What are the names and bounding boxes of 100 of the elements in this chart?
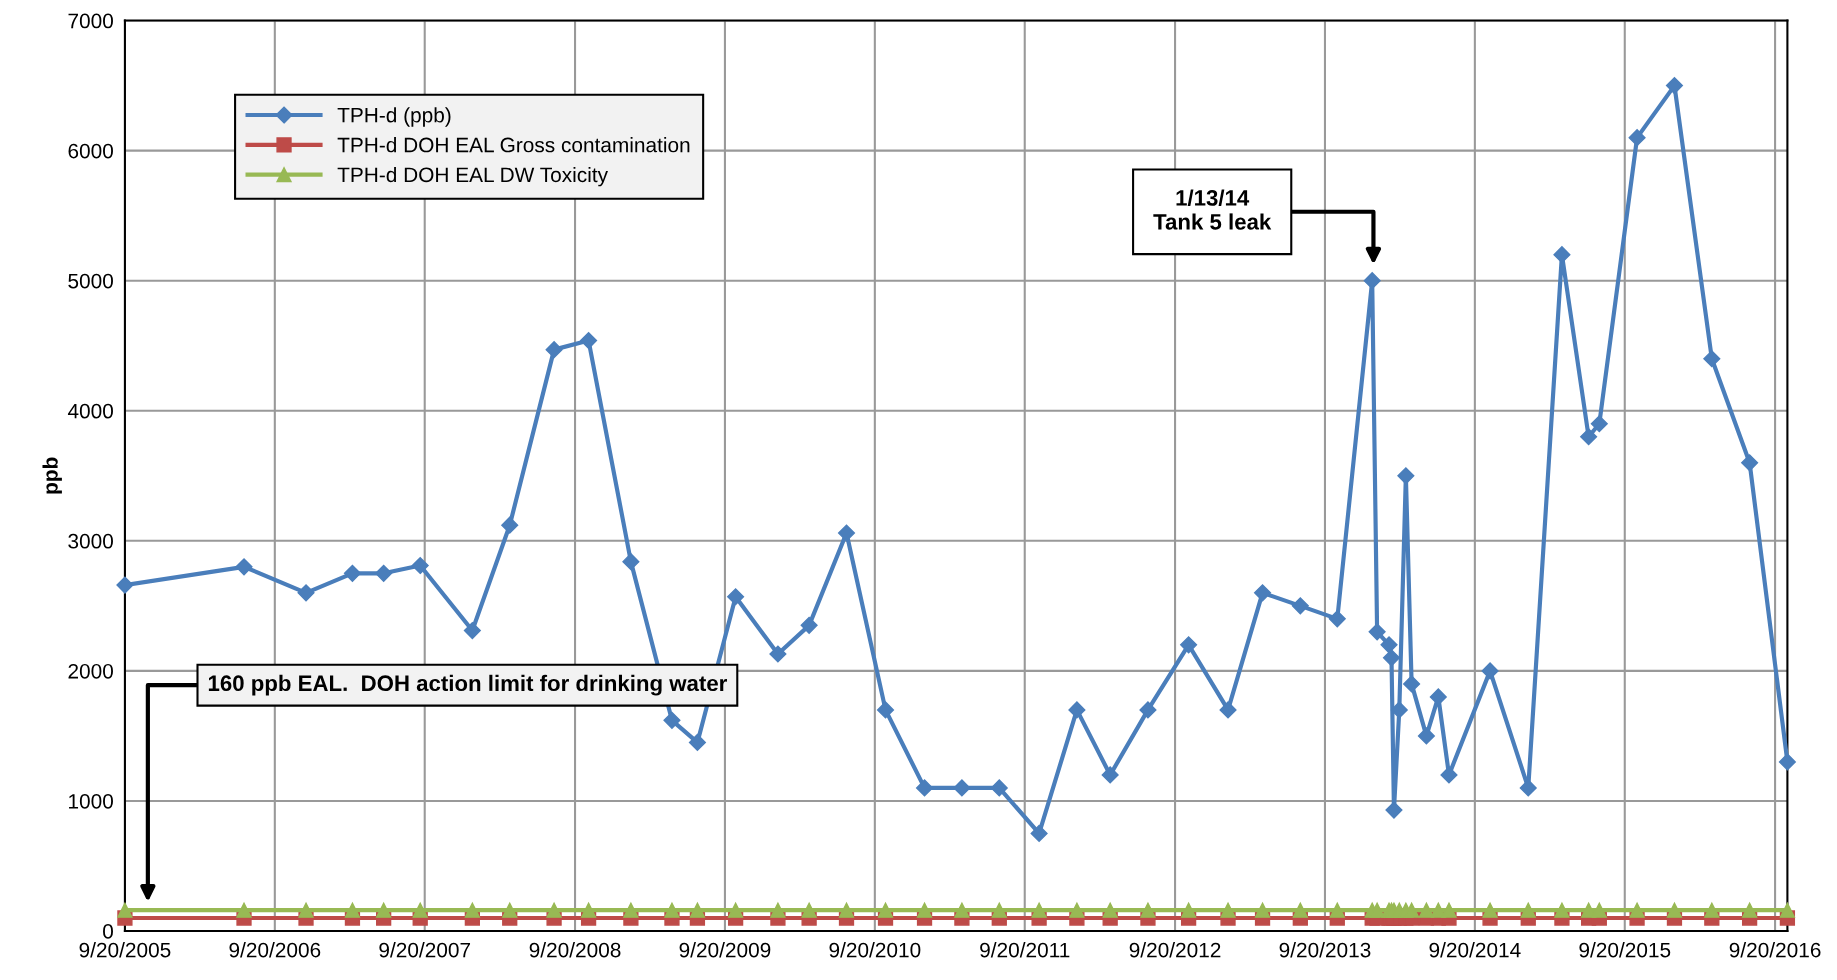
point: [1666, 902, 1683, 918]
y-tick-label: 0: [103, 924, 113, 939]
point: [769, 645, 787, 663]
annotation: 1/13/14 Tank 5 leak: [1153, 189, 1272, 230]
point: [1140, 902, 1156, 918]
point: [235, 558, 253, 576]
point: [1778, 753, 1796, 771]
y-axis-title: ppb: [42, 457, 62, 494]
x-tick-label: 9/20/2015: [1579, 942, 1671, 958]
point: [1580, 428, 1598, 446]
point: [689, 902, 706, 918]
point: [1591, 902, 1607, 918]
x-tick-label: 9/20/2006: [229, 942, 321, 958]
point: [770, 902, 786, 918]
point: [801, 902, 817, 918]
y-tick-label: 4000: [67, 403, 113, 419]
point: [1441, 902, 1457, 918]
x-tick-label: 9/20/2011: [980, 942, 1070, 958]
point: [727, 588, 745, 606]
y-tick-label: 2000: [68, 663, 113, 679]
point: [1369, 902, 1385, 918]
point: [412, 902, 428, 918]
point: [580, 331, 598, 350]
point: [376, 902, 392, 918]
point: [1779, 902, 1796, 918]
point: [1628, 129, 1646, 147]
x-tick-label: 9/20/2012: [1129, 942, 1221, 958]
point: [1520, 902, 1536, 918]
point: [1101, 766, 1119, 784]
x-tick-label: 9/20/2010: [829, 942, 921, 958]
y-tick-label: 3000: [68, 533, 113, 549]
point: [411, 556, 429, 575]
point: [116, 576, 134, 594]
point: [1368, 623, 1386, 641]
point: [1254, 902, 1271, 918]
point: [954, 902, 970, 918]
point: [991, 902, 1007, 918]
point: [375, 564, 393, 582]
point: [1390, 701, 1408, 719]
point: [344, 902, 361, 918]
point: [1220, 902, 1236, 918]
point: [1363, 272, 1381, 290]
point: [663, 711, 681, 729]
point: [545, 341, 563, 359]
legend-label: TPH-d (ppb): [337, 107, 451, 127]
point: [1030, 824, 1048, 843]
point: [1180, 902, 1197, 918]
y-tick-label: 7000: [68, 13, 113, 29]
point: [1219, 701, 1237, 719]
point: [916, 902, 933, 918]
point: [876, 701, 895, 719]
x-tick-label: 9/20/2009: [679, 942, 771, 958]
point: [1418, 902, 1435, 918]
point: [1629, 902, 1645, 918]
point: [1553, 246, 1571, 264]
point: [1554, 902, 1570, 918]
point: [1703, 350, 1721, 368]
point: [117, 902, 133, 918]
point: [800, 616, 818, 634]
point: [877, 902, 894, 918]
point: [727, 902, 744, 918]
point: [664, 902, 680, 918]
point: [1519, 779, 1537, 797]
point: [1440, 766, 1458, 784]
point: [298, 902, 314, 918]
point: [1481, 662, 1499, 680]
point: [1380, 636, 1398, 654]
x-tick-label: 9/20/2005: [79, 942, 171, 958]
y-tick-label: 1000: [69, 793, 113, 809]
point: [623, 902, 639, 918]
point: [501, 516, 519, 534]
point: [1328, 610, 1346, 628]
point: [580, 902, 597, 918]
point: [1665, 77, 1684, 95]
point: [236, 902, 252, 918]
legend-label: TPH-d DOH EAL Gross contamination: [337, 137, 690, 153]
point: [1292, 902, 1308, 918]
y-tick-label: 6000: [68, 143, 113, 159]
point: [1741, 454, 1759, 472]
point: [1403, 675, 1421, 693]
point: [1291, 597, 1309, 615]
point: [990, 779, 1008, 797]
point: [1031, 902, 1047, 918]
x-tick-label: 9/20/2013: [1279, 942, 1371, 958]
point: [838, 902, 855, 918]
point: [464, 902, 481, 918]
point: [546, 902, 562, 918]
point: [1482, 902, 1498, 918]
y-tick-label: 5000: [68, 273, 113, 289]
legend-label: TPH-d DOH EAL DW Toxicity: [337, 166, 608, 187]
x-tick-label: 9/20/2014: [1429, 942, 1521, 958]
point: [915, 779, 934, 797]
point: [1385, 801, 1403, 819]
point: [1329, 902, 1345, 918]
point: [953, 779, 971, 797]
point: [688, 733, 706, 751]
x-tick-label: 9/20/2008: [529, 942, 621, 958]
point: [1704, 902, 1720, 918]
point: [1397, 467, 1415, 485]
point: [622, 553, 640, 571]
